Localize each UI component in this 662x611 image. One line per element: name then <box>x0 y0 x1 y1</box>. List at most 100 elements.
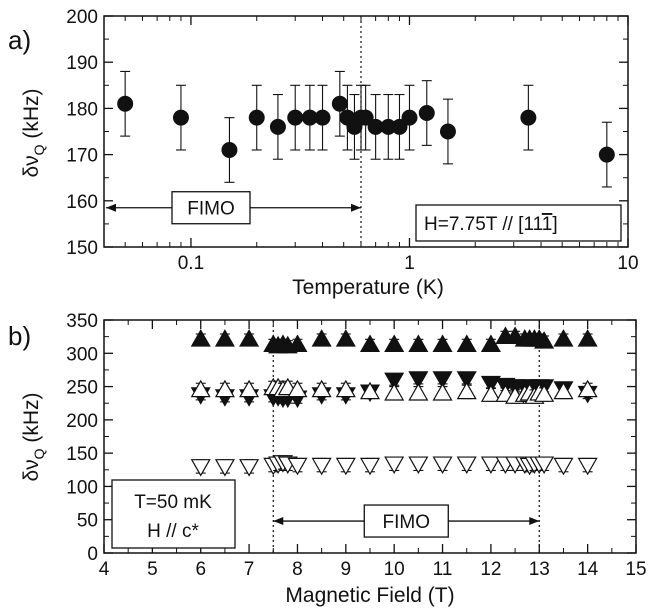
data-point-b <box>359 457 381 476</box>
annotation-a: H=7.75T // [111] <box>424 214 558 235</box>
data-point-b <box>408 456 429 475</box>
data-point-b <box>432 456 453 475</box>
data-point-b <box>239 329 260 347</box>
data-point-b <box>534 384 555 402</box>
panel-a-label: a) <box>8 25 31 55</box>
data-point-b <box>214 329 235 347</box>
data-point-b <box>480 334 501 352</box>
data-point-b <box>534 456 555 475</box>
data-point-b <box>456 456 477 475</box>
data-point-b <box>577 329 598 347</box>
range-arrowhead-right-a <box>351 203 362 212</box>
y-tick-label-a: 170 <box>66 146 98 167</box>
panel-b-xlabel: Magnetic Field (T) <box>285 584 454 607</box>
data-point-b <box>359 381 381 400</box>
data-point-b <box>408 383 429 401</box>
panel-a-ylabel: δνQ (kHz) <box>20 88 47 177</box>
y-tick-label-a: 150 <box>66 238 98 259</box>
y-tick-label-a: 200 <box>66 7 98 28</box>
x-tick-label-a: 10 <box>617 253 638 274</box>
panel-a-chart: a) Temperature (K) δνQ (kHz) 0.1 1 10 150 16… <box>8 7 639 299</box>
data-point-b <box>456 334 477 352</box>
range-label-a: FIMO <box>187 199 235 220</box>
data-point-a <box>357 109 374 126</box>
x-tick-label-b: 14 <box>577 559 599 580</box>
panel-b-label: b) <box>8 321 31 351</box>
panel-a-xlabel: Temperature (K) <box>292 276 444 299</box>
data-point-a <box>401 109 418 126</box>
data-point-b <box>456 381 477 400</box>
x-tick-label-b: 9 <box>341 559 352 580</box>
range-label-box-a <box>171 191 251 225</box>
annotation-box-a <box>415 204 622 242</box>
data-point-b <box>480 384 501 402</box>
data-point-a <box>248 109 265 126</box>
x-tick-label-b: 13 <box>529 559 550 580</box>
ylabel-b-unit: (kHz) <box>20 392 43 448</box>
data-point-b <box>384 334 405 352</box>
y-tick-label-b: 0 <box>87 544 98 565</box>
x-tick-label-b: 8 <box>292 559 303 580</box>
x-tick-label-a: 0.1 <box>178 253 204 274</box>
data-point-b <box>384 383 405 401</box>
y-tick-label-b: 300 <box>66 344 98 365</box>
y-tick-label-a: 160 <box>66 192 98 213</box>
range-label-box-b <box>363 504 449 538</box>
y-tick-label-b: 250 <box>66 378 98 399</box>
annotation-a-end: ] <box>552 214 557 235</box>
data-point-b <box>214 459 235 477</box>
data-point-b <box>384 372 405 391</box>
data-point-b <box>311 379 332 398</box>
annotation-a-main: H=7.75T // [11 <box>424 214 543 235</box>
data-point-b <box>408 334 429 352</box>
data-point-b <box>553 329 574 347</box>
data-point-b <box>408 371 429 389</box>
y-tick-label-b: 150 <box>66 444 98 465</box>
y-tick-label-a: 190 <box>66 53 98 74</box>
data-point-b <box>534 331 555 349</box>
y-tick-label-b: 50 <box>77 511 98 532</box>
ylabel-a-sub: Q <box>31 144 47 155</box>
data-point-b <box>432 334 453 352</box>
data-point-b <box>335 379 356 398</box>
data-point-b <box>384 456 405 475</box>
annotation-b-line2: H // c* <box>147 521 199 542</box>
data-point-b <box>190 329 211 347</box>
data-point-a <box>331 95 348 112</box>
data-point-b <box>190 459 211 477</box>
data-point-a <box>418 105 435 122</box>
y-tick-label-b: 350 <box>66 311 98 332</box>
data-point-b <box>287 457 308 476</box>
range-arrowhead-right-b <box>529 517 540 526</box>
x-tick-label-b: 15 <box>625 559 646 580</box>
data-point-b <box>239 379 260 398</box>
data-point-b <box>480 456 501 475</box>
panel-b-ylabel: δνQ (kHz) <box>20 392 47 481</box>
data-point-b <box>335 329 356 347</box>
data-point-b <box>287 334 308 352</box>
data-point-a <box>221 141 238 158</box>
data-point-a <box>391 118 408 135</box>
range-arrowhead-left-b <box>273 517 284 526</box>
x-tick-label-b: 11 <box>433 559 453 580</box>
data-point-a <box>269 118 286 135</box>
data-point-a <box>439 123 456 140</box>
data-point-a <box>287 109 304 126</box>
data-point-a <box>520 109 537 126</box>
data-point-b <box>456 371 477 389</box>
data-point-b <box>359 334 381 352</box>
data-point-b <box>553 381 574 400</box>
data-point-b <box>432 371 453 389</box>
y-tick-label-b: 100 <box>66 477 98 498</box>
data-point-a <box>172 109 189 126</box>
data-point-a <box>314 109 331 126</box>
data-point-b <box>190 379 211 398</box>
data-point-a <box>117 95 134 112</box>
data-point-b <box>335 457 356 476</box>
data-point-b <box>577 379 598 398</box>
data-point-b <box>432 383 453 401</box>
data-point-b <box>239 459 260 477</box>
annotation-box-b <box>111 479 236 549</box>
data-point-a <box>598 146 615 163</box>
x-tick-label-b: 7 <box>244 559 255 580</box>
